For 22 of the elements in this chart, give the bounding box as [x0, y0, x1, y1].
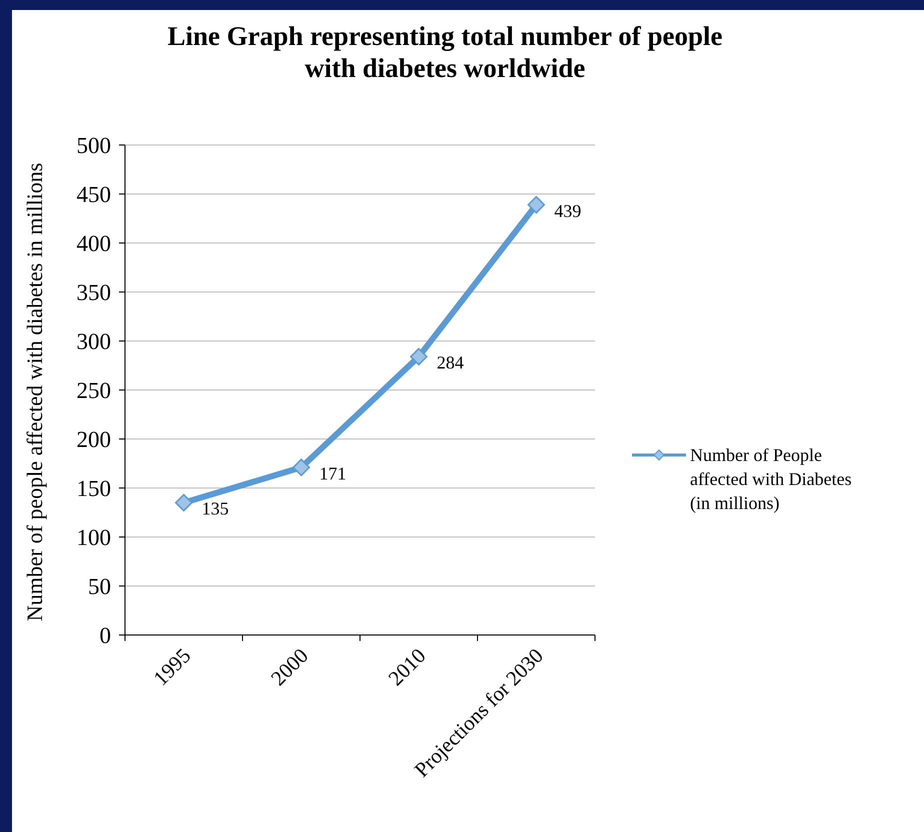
y-tick-label: 0	[100, 623, 111, 648]
legend-label: Number of People affected with Diabetes (in millions)	[690, 445, 852, 513]
y-tick-label: 450	[76, 182, 111, 207]
point	[410, 348, 428, 366]
point	[292, 458, 310, 476]
y-tick-label: 350	[76, 280, 111, 305]
data-label: 171	[319, 463, 346, 484]
y-tick-label: 200	[76, 427, 111, 452]
data-label: 284	[436, 352, 464, 373]
chart-title: Line Graph representing total number of people with diabetes worldwide	[167, 21, 723, 83]
y-tick-label: 400	[76, 231, 111, 256]
y-tick-label: 500	[76, 133, 111, 158]
data-label: 439	[554, 200, 582, 221]
y-axis-title: Number of people affected with diabetes in millions	[22, 162, 47, 622]
y-tick-label: 150	[76, 476, 111, 501]
y-tick-label: 50	[88, 574, 111, 599]
y-tick-label: 300	[76, 329, 111, 354]
y-tick-label: 250	[76, 378, 111, 403]
point	[528, 196, 545, 214]
data-label: 135	[202, 498, 229, 519]
y-tick-label: 100	[76, 525, 111, 550]
point	[175, 494, 192, 512]
